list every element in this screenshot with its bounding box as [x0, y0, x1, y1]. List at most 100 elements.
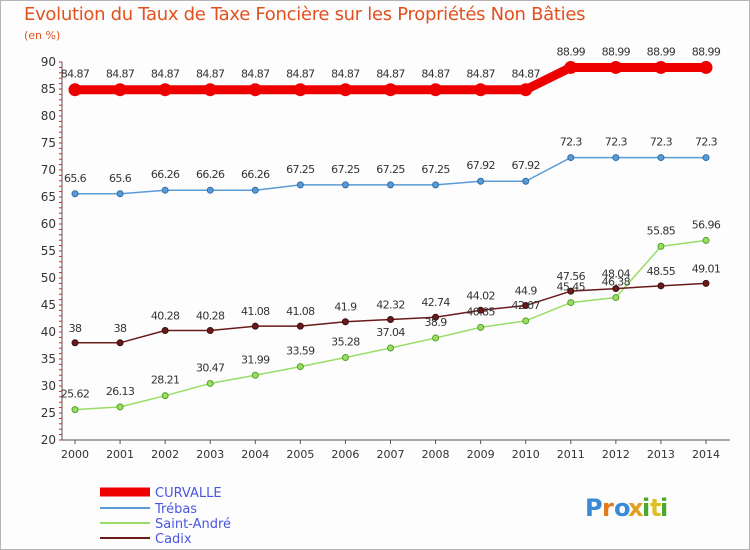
data-point	[702, 154, 710, 162]
logo-letter: i	[660, 494, 668, 522]
data-point	[116, 190, 124, 198]
logo-letter: x	[628, 494, 644, 522]
data-point	[71, 406, 79, 414]
data-point	[432, 181, 440, 189]
data-label: 66.26	[196, 168, 225, 181]
data-point	[432, 313, 440, 321]
data-point	[432, 334, 440, 342]
data-label: 84.87	[106, 68, 135, 81]
y-tick-label: 85	[41, 82, 56, 96]
data-label: 38	[114, 322, 127, 335]
data-label: 47.56	[557, 270, 586, 283]
data-label: 44.02	[466, 289, 495, 302]
data-point	[203, 83, 217, 97]
data-label: 72.3	[605, 136, 628, 149]
data-label: 84.87	[421, 68, 450, 81]
data-label: 84.87	[466, 68, 495, 81]
data-point	[206, 326, 214, 334]
data-label: 45.45	[557, 281, 586, 294]
data-point	[296, 363, 304, 371]
data-point	[387, 344, 394, 352]
data-label: 55.85	[647, 224, 676, 237]
data-label: 33.59	[286, 345, 315, 358]
data-label: 72.3	[695, 136, 718, 149]
y-tick-label: 25	[41, 406, 56, 420]
data-point	[116, 403, 124, 411]
data-label: 88.99	[557, 45, 586, 58]
x-tick-label: 2003	[196, 448, 224, 461]
x-tick-label: 2013	[647, 448, 675, 461]
data-point	[161, 392, 169, 400]
data-point	[522, 317, 530, 325]
data-point	[206, 186, 214, 194]
data-point	[609, 60, 623, 74]
data-label: 35.28	[331, 335, 360, 348]
data-point	[296, 322, 304, 330]
data-point	[296, 181, 304, 189]
data-label: 42.74	[421, 296, 450, 309]
legend-label: CURVALLE	[155, 486, 222, 501]
x-tick-label: 2000	[61, 448, 89, 461]
data-label: 65.6	[64, 172, 87, 185]
data-label: 84.87	[331, 68, 360, 81]
data-label: 84.87	[151, 68, 180, 81]
data-label: 38.9	[425, 316, 448, 329]
data-point	[699, 60, 713, 74]
data-label: 38	[69, 322, 82, 335]
data-point	[564, 60, 578, 74]
y-tick-label: 90	[41, 55, 56, 69]
data-point	[477, 177, 485, 185]
data-label: 84.87	[286, 68, 315, 81]
data-label: 56.96	[692, 218, 721, 231]
data-point	[657, 154, 665, 162]
data-point	[477, 323, 485, 331]
data-label: 48.04	[602, 268, 631, 281]
data-point	[657, 282, 665, 290]
y-tick-label: 55	[41, 244, 56, 258]
data-label: 42.32	[376, 298, 405, 311]
data-label: 49.01	[692, 262, 721, 275]
data-label: 40.28	[151, 309, 180, 322]
data-point	[338, 83, 352, 97]
data-point	[657, 242, 665, 250]
data-point	[384, 83, 397, 97]
chart-title: Evolution du Taux de Taxe Foncière sur l…	[24, 4, 586, 25]
logo-letter: o	[614, 494, 631, 522]
logo-letter: i	[642, 494, 650, 522]
y-tick-label: 45	[41, 298, 56, 312]
series-layer: 84.87 84.87 84.87 84.87 84.87 84.87 84.87 84.87…	[61, 45, 721, 414]
data-label: 31.99	[241, 353, 270, 366]
data-label: 40.85	[466, 305, 495, 318]
data-point	[612, 285, 620, 293]
legend-label: Trébas	[154, 502, 197, 517]
data-point	[206, 379, 214, 387]
data-point	[429, 83, 443, 97]
data-point	[68, 83, 82, 97]
data-label: 67.92	[511, 159, 540, 172]
x-tick-label: 2011	[557, 448, 585, 461]
y-tick-label: 75	[41, 136, 56, 150]
data-label: 37.04	[376, 326, 405, 339]
data-point	[474, 83, 488, 97]
data-label: 41.9	[334, 301, 357, 314]
data-point	[116, 339, 124, 347]
data-point	[251, 371, 259, 379]
data-label: 84.87	[196, 68, 225, 81]
x-tick-label: 2001	[106, 448, 134, 461]
data-label: 67.25	[421, 163, 450, 176]
x-tick-label: 2012	[602, 448, 630, 461]
data-label: 65.6	[109, 172, 132, 185]
data-point	[567, 299, 575, 307]
data-label: 46.38	[602, 276, 631, 289]
data-point	[387, 181, 394, 189]
data-label: 42.07	[511, 299, 540, 312]
data-label: 41.08	[286, 305, 315, 318]
logo-letter: t	[650, 494, 661, 522]
data-point	[71, 190, 79, 198]
data-label: 28.21	[151, 374, 180, 387]
y-tick-label: 20	[41, 433, 56, 447]
x-tick-label: 2004	[241, 448, 269, 461]
data-label: 66.26	[241, 168, 270, 181]
y-tick-label: 30	[41, 379, 56, 393]
y-tick-label: 35	[41, 352, 56, 366]
